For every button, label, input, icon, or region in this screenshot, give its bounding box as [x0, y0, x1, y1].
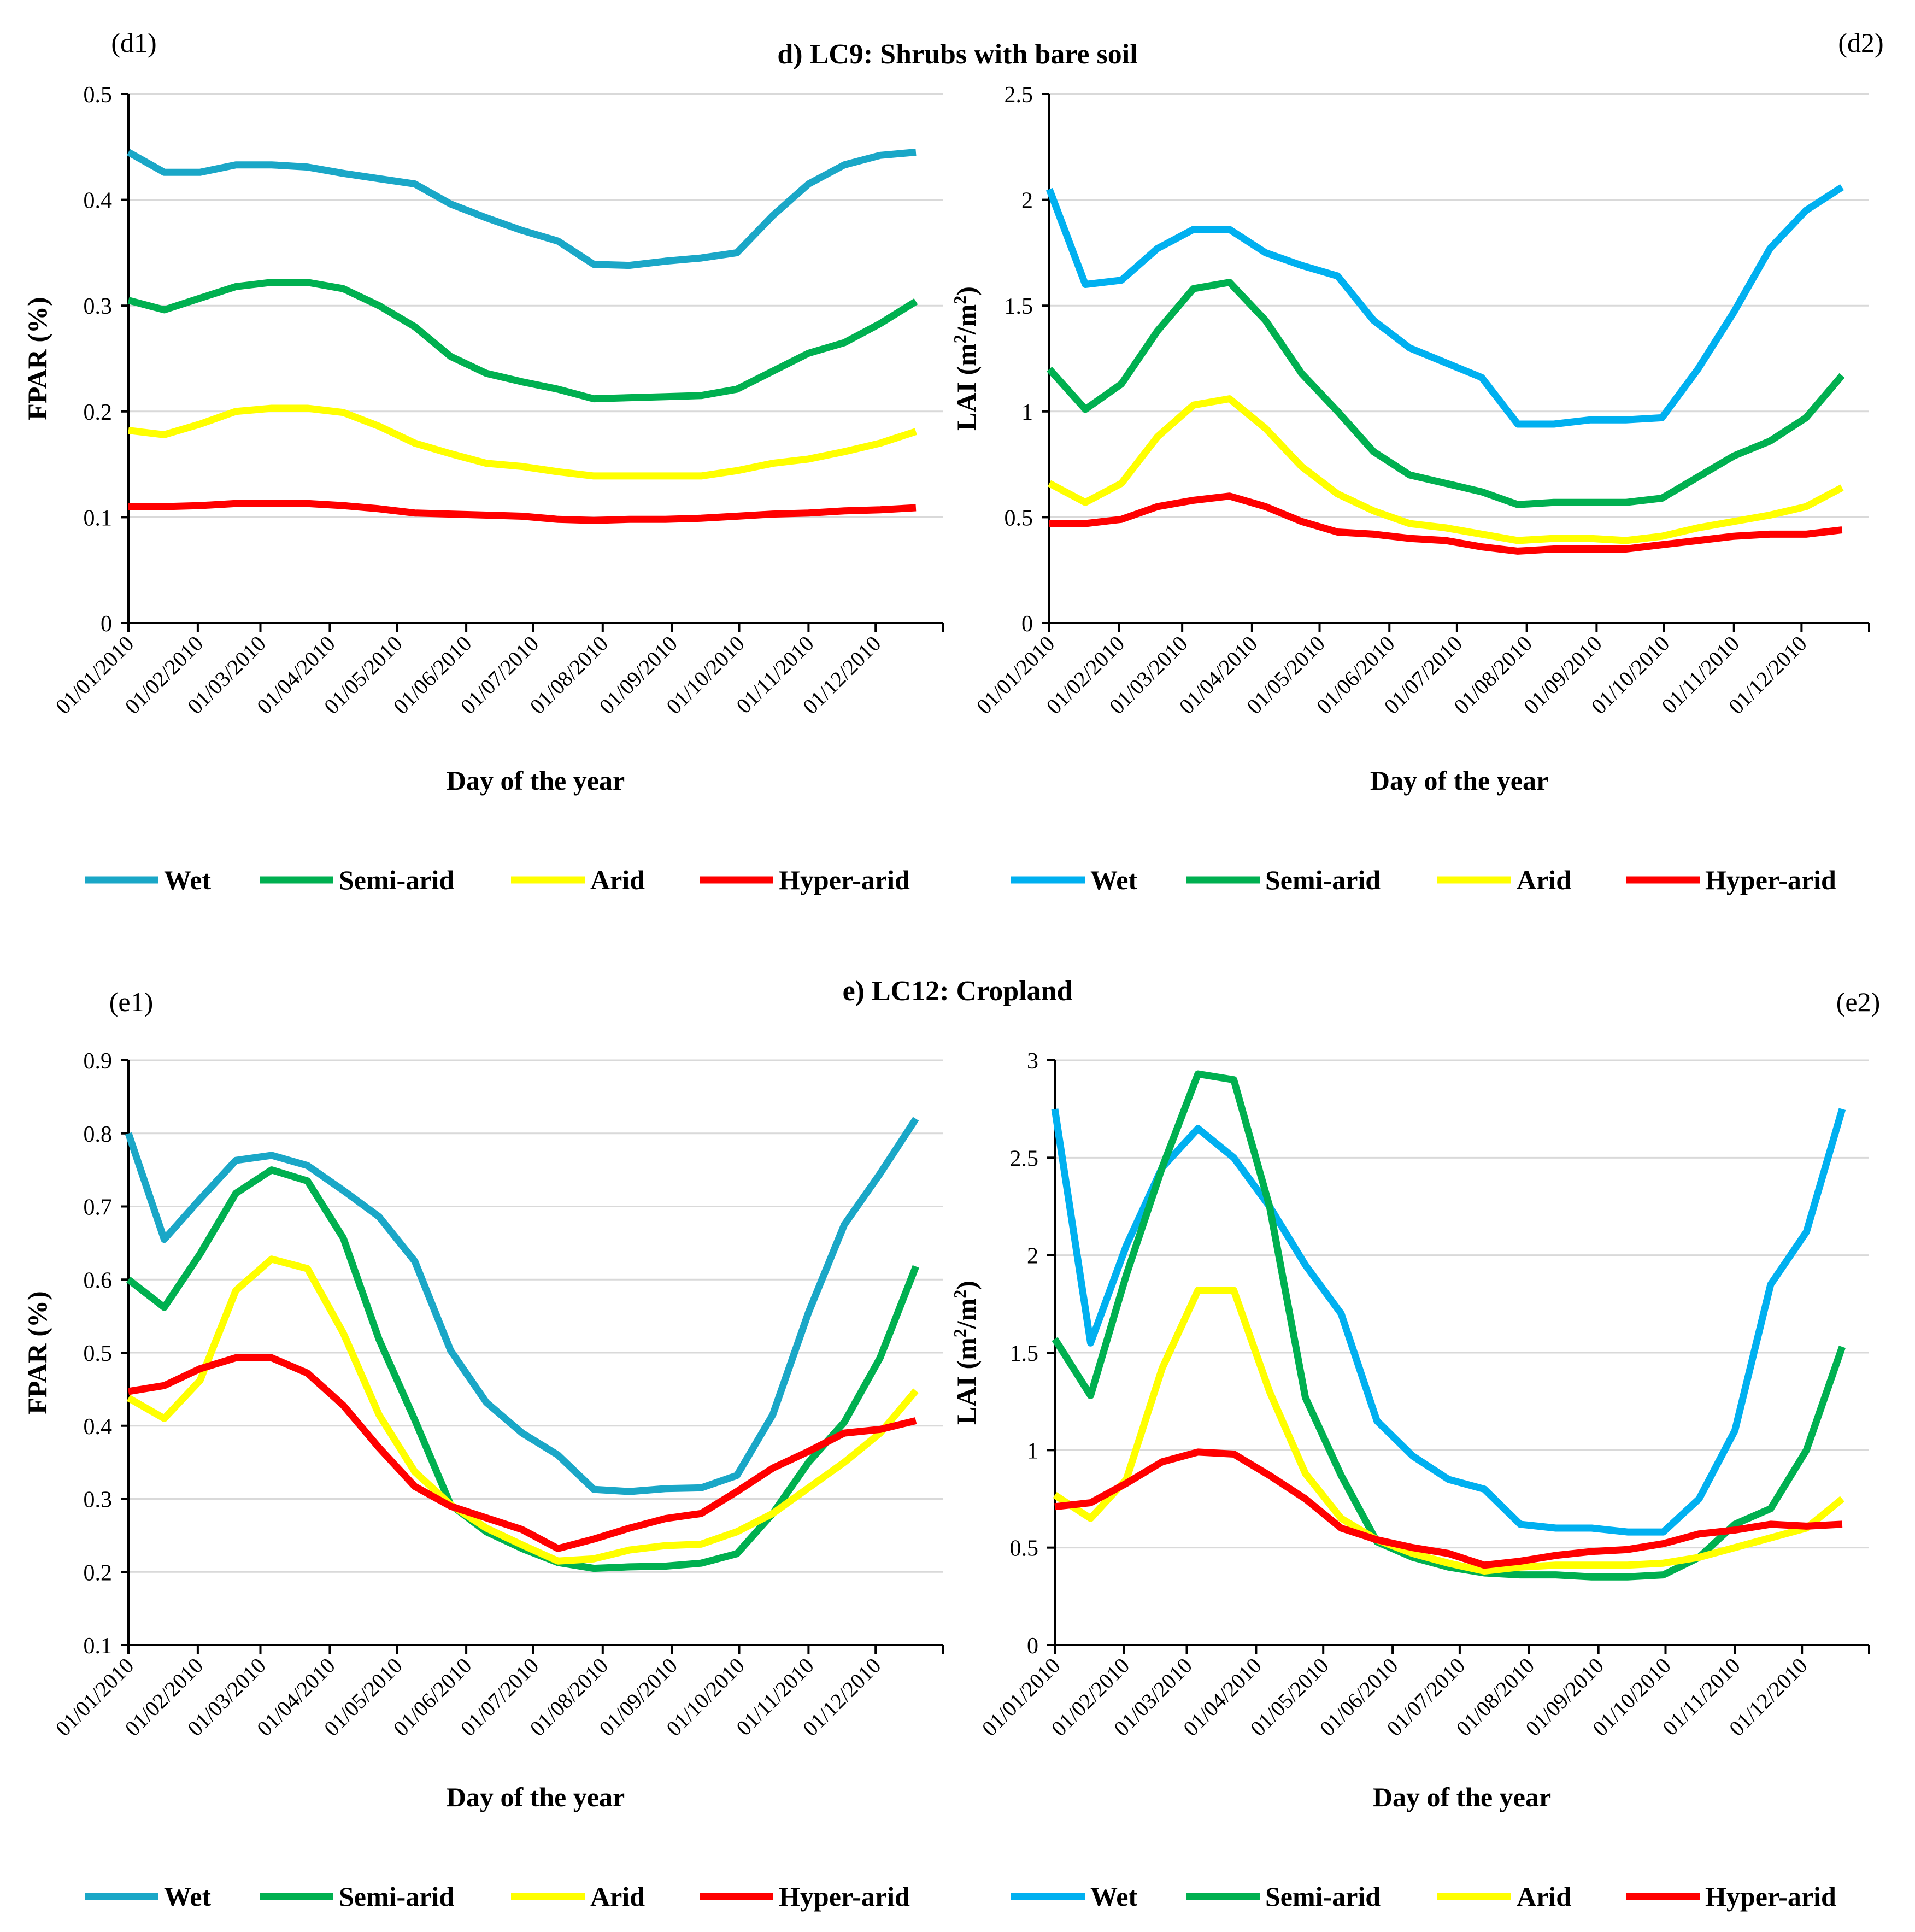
- y-axis-label-part: /m: [951, 1299, 982, 1330]
- y-tick-label: 0.8: [84, 1122, 113, 1147]
- series-line-wet: [126, 149, 917, 269]
- x-axis-label: Day of the year: [447, 1782, 625, 1812]
- y-tick-label: 1: [1027, 1438, 1038, 1464]
- y-tick-label: 2: [1021, 189, 1033, 214]
- panel-label: (e2): [1836, 986, 1881, 1017]
- y-axis-label: FPAR (%): [22, 297, 52, 420]
- series-line-hyper-arid: [127, 1354, 917, 1552]
- y-axis-label-part: 2: [950, 1290, 970, 1299]
- legend-label-arid: Arid: [590, 1881, 645, 1912]
- legend-label-wet: Wet: [164, 1881, 211, 1912]
- y-tick-label: 1.5: [1005, 294, 1033, 319]
- y-tick-label: 3: [1027, 1049, 1038, 1074]
- panel-label: (e1): [109, 986, 154, 1017]
- legend-label-arid: Arid: [1517, 865, 1571, 895]
- legend-label-arid: Arid: [590, 865, 645, 895]
- legend-label-hyper-arid: Hyper-arid: [1705, 865, 1836, 895]
- legend-label-hyper-arid: Hyper-arid: [779, 865, 910, 895]
- legend-label-wet: Wet: [1090, 1881, 1137, 1912]
- legend-label-semi-arid: Semi-arid: [339, 1881, 454, 1912]
- y-tick-label: 0.5: [84, 1341, 113, 1366]
- legend: Wet Semi-arid Arid Hyper-arid: [1011, 1881, 1836, 1912]
- y-tick-label: 0: [1027, 1634, 1038, 1659]
- series-line-arid: [128, 404, 917, 480]
- series-line-hyper-arid: [128, 500, 917, 524]
- y-tick-label: 0.2: [84, 1560, 113, 1585]
- y-axis-label-part: ): [951, 1281, 982, 1290]
- series-line-semi-arid: [1052, 1070, 1846, 1581]
- y-tick-label: 0.5: [1005, 506, 1033, 531]
- y-tick-label: 0: [1021, 612, 1033, 637]
- y-tick-label: 2.5: [1010, 1146, 1039, 1171]
- legend: Wet Semi-arid Arid Hyper-arid: [85, 1881, 910, 1912]
- panel-label: (d1): [111, 27, 156, 58]
- y-axis-label-part: 2: [950, 334, 970, 343]
- series-line-semi-arid: [127, 279, 918, 403]
- y-tick-label: 0.1: [84, 506, 113, 531]
- series-line-arid: [1047, 395, 1844, 544]
- x-axis-label: Day of the year: [447, 765, 625, 796]
- panel-label: (d2): [1838, 27, 1883, 58]
- y-axis-label: LAI (m2/m2): [950, 1281, 982, 1425]
- y-tick-label: 1: [1021, 400, 1033, 425]
- y-tick-label: 0.2: [84, 400, 113, 425]
- y-axis-label-part: /m: [951, 304, 982, 336]
- y-tick-label: 0.5: [1010, 1536, 1039, 1561]
- legend-label-arid: Arid: [1517, 1881, 1571, 1912]
- y-axis-label: FPAR (%): [22, 1291, 52, 1414]
- legend-label-wet: Wet: [164, 865, 211, 895]
- x-axis-label: Day of the year: [1373, 1782, 1551, 1812]
- y-axis-label: LAI (m2/m2): [950, 286, 982, 431]
- y-tick-label: 0.3: [84, 294, 113, 319]
- legend: Wet Semi-arid Arid Hyper-arid: [85, 865, 910, 895]
- y-tick-label: 0.4: [84, 1414, 113, 1440]
- legend: Wet Semi-arid Arid Hyper-arid: [1011, 865, 1836, 895]
- series-line-arid: [1053, 1287, 1845, 1575]
- y-axis-label-part: 2: [950, 296, 970, 304]
- series-line-wet: [1045, 184, 1844, 428]
- series-line-arid: [126, 1255, 919, 1565]
- y-tick-label: 0.4: [84, 189, 113, 214]
- y-tick-label: 0.3: [84, 1488, 113, 1513]
- series-line-semi-arid: [1047, 279, 1845, 508]
- legend-label-hyper-arid: Hyper-arid: [779, 1881, 910, 1912]
- y-tick-label: 0.6: [84, 1268, 113, 1293]
- series-line-wet: [125, 1117, 919, 1495]
- x-axis-label: Day of the year: [1370, 765, 1548, 796]
- y-axis-label-part: ): [951, 286, 982, 296]
- y-tick-label: 2.5: [1005, 83, 1033, 108]
- y-axis-label-part: LAI (m: [951, 1337, 982, 1425]
- legend-label-wet: Wet: [1090, 865, 1137, 895]
- y-axis-label-part: LAI (m: [951, 343, 982, 431]
- section-title-d: d) LC9: Shrubs with bare soil: [777, 39, 1137, 70]
- legend-label-hyper-arid: Hyper-arid: [1705, 1881, 1836, 1912]
- y-tick-label: 2: [1027, 1244, 1038, 1269]
- y-tick-label: 0.9: [84, 1049, 113, 1074]
- y-tick-label: 0: [101, 612, 112, 637]
- series-line-wet: [1051, 1108, 1846, 1536]
- y-tick-label: 0.7: [84, 1195, 113, 1220]
- section-title-e: e) LC12: Cropland: [843, 976, 1073, 1007]
- series-line-hyper-arid: [1049, 492, 1843, 555]
- legend-label-semi-arid: Semi-arid: [339, 865, 454, 895]
- y-tick-label: 0.1: [84, 1634, 113, 1659]
- y-axis-label-part: 2: [950, 1329, 970, 1337]
- legend-label-semi-arid: Semi-arid: [1265, 865, 1381, 895]
- legend-label-semi-arid: Semi-arid: [1265, 1881, 1381, 1912]
- y-tick-label: 0.5: [84, 83, 113, 108]
- y-tick-label: 1.5: [1010, 1341, 1039, 1366]
- series-line-hyper-arid: [1054, 1448, 1843, 1569]
